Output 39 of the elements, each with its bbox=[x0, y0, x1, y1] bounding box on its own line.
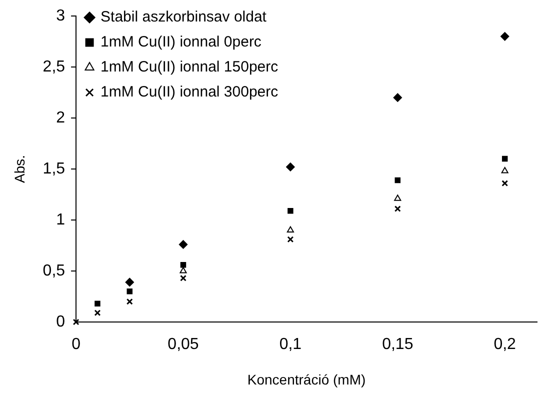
x-axis-title: Koncentráció (mM) bbox=[247, 371, 366, 388]
y-tick-label: 2 bbox=[56, 109, 66, 126]
y-axis-title: Abs. bbox=[11, 154, 28, 184]
point bbox=[394, 177, 401, 184]
point bbox=[180, 274, 186, 282]
point bbox=[178, 240, 188, 249]
legend-label: 1mM Cu(II) ionnal 150perc bbox=[100, 58, 279, 76]
y-tick-label: 3 bbox=[56, 7, 66, 24]
point bbox=[126, 298, 133, 305]
point bbox=[180, 267, 187, 274]
x-tick-label: 0,05 bbox=[168, 336, 199, 354]
y-tick-label: 2,5 bbox=[42, 58, 66, 76]
legend-label: 1mM Cu(II) ionnal 300perc bbox=[100, 84, 279, 101]
point bbox=[126, 288, 133, 294]
x-tick-label: 0,15 bbox=[382, 336, 414, 354]
point bbox=[393, 93, 402, 102]
point bbox=[287, 236, 294, 243]
point bbox=[94, 310, 101, 316]
y-tick-label: 1 bbox=[56, 211, 66, 228]
x-tick-label: 0,1 bbox=[279, 336, 302, 354]
point bbox=[501, 167, 508, 174]
point bbox=[286, 162, 295, 172]
legend-label: Stabil aszkorbinsav oldat bbox=[100, 8, 268, 26]
point bbox=[286, 226, 294, 232]
point bbox=[502, 156, 508, 162]
y-tick-label: 0,5 bbox=[42, 262, 66, 280]
legend-label: 1mM Cu(II) ionnal 0perc bbox=[100, 34, 262, 51]
point bbox=[288, 208, 294, 214]
point bbox=[394, 206, 401, 212]
point bbox=[125, 278, 134, 286]
point bbox=[180, 262, 186, 268]
point bbox=[394, 194, 402, 201]
point bbox=[500, 32, 510, 41]
y-tick-label: 1,5 bbox=[42, 160, 66, 178]
x-tick-label: 0 bbox=[72, 336, 81, 354]
y-tick-label: 0 bbox=[56, 313, 66, 330]
point bbox=[502, 180, 508, 187]
point bbox=[94, 300, 100, 307]
x-tick-label: 0,2 bbox=[494, 336, 516, 354]
